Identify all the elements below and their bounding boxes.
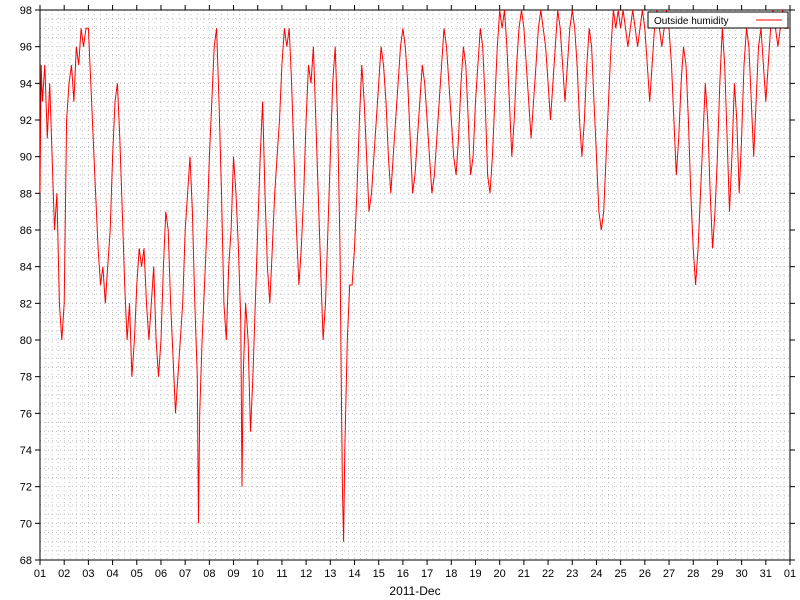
y-tick-label: 86 — [20, 225, 32, 237]
legend: Outside humidity — [648, 12, 788, 28]
y-tick-label: 80 — [20, 335, 32, 347]
x-tick-label: 01 — [784, 568, 796, 580]
y-tick-label: 68 — [20, 555, 32, 567]
x-tick-label: 27 — [663, 568, 675, 580]
x-tick-label: 18 — [445, 568, 457, 580]
chart-container: 68 70 72 74 76 78 80 82 84 86 88 90 92 94 96 98 01 02 03 04… — [0, 0, 800, 600]
x-tick-label: 20 — [494, 568, 506, 580]
y-tick-label: 92 — [20, 115, 32, 127]
x-tick-label: 05 — [131, 568, 143, 580]
y-tick-label: 74 — [20, 445, 32, 457]
x-tick-label: 11 — [276, 568, 287, 580]
x-tick-label: 29 — [711, 568, 723, 580]
y-tick-label: 70 — [20, 518, 32, 530]
y-tick-label: 72 — [20, 482, 32, 494]
y-tick-label: 78 — [20, 372, 32, 384]
humidity-chart: 68 70 72 74 76 78 80 82 84 86 88 90 92 94 96 98 01 02 03 04… — [0, 0, 800, 600]
x-tick-label: 13 — [324, 568, 336, 580]
x-tick-label: 09 — [227, 568, 239, 580]
x-tick-label: 08 — [203, 568, 215, 580]
x-tick-label: 16 — [397, 568, 409, 580]
x-tick-label: 21 — [518, 568, 530, 580]
x-tick-label: 07 — [179, 568, 191, 580]
x-tick-label: 19 — [469, 568, 481, 580]
y-tick-label: 82 — [20, 298, 32, 310]
x-tick-label: 30 — [735, 568, 747, 580]
x-tick-label: 03 — [82, 568, 94, 580]
x-tick-label: 10 — [252, 568, 264, 580]
x-tick-label: 12 — [300, 568, 312, 580]
x-tick-label: 25 — [615, 568, 627, 580]
y-tick-label: 98 — [20, 5, 32, 17]
x-tick-label: 02 — [58, 568, 70, 580]
y-tick-label: 90 — [20, 152, 32, 164]
y-tick-label: 76 — [20, 408, 32, 420]
x-tick-label: 22 — [542, 568, 554, 580]
x-tick-label: 23 — [566, 568, 578, 580]
x-tick-label: 04 — [106, 568, 118, 580]
x-tick-label: 17 — [421, 568, 433, 580]
x-tick-label: 28 — [687, 568, 699, 580]
x-tick-label: 14 — [348, 568, 360, 580]
x-tick-label: 15 — [373, 568, 385, 580]
legend-label: Outside humidity — [654, 16, 728, 27]
y-tick-label: 94 — [20, 78, 32, 90]
x-tick-label: 06 — [155, 568, 167, 580]
x-tick-label: 26 — [639, 568, 651, 580]
x-axis-label: 2011-Dec — [389, 584, 440, 598]
y-tick-label: 96 — [20, 42, 32, 54]
y-tick-label: 88 — [20, 188, 32, 200]
x-tick-label: 24 — [590, 568, 602, 580]
y-tick-label: 84 — [20, 262, 32, 274]
x-tick-label: 01 — [34, 568, 46, 580]
x-tick-label: 31 — [760, 568, 772, 580]
